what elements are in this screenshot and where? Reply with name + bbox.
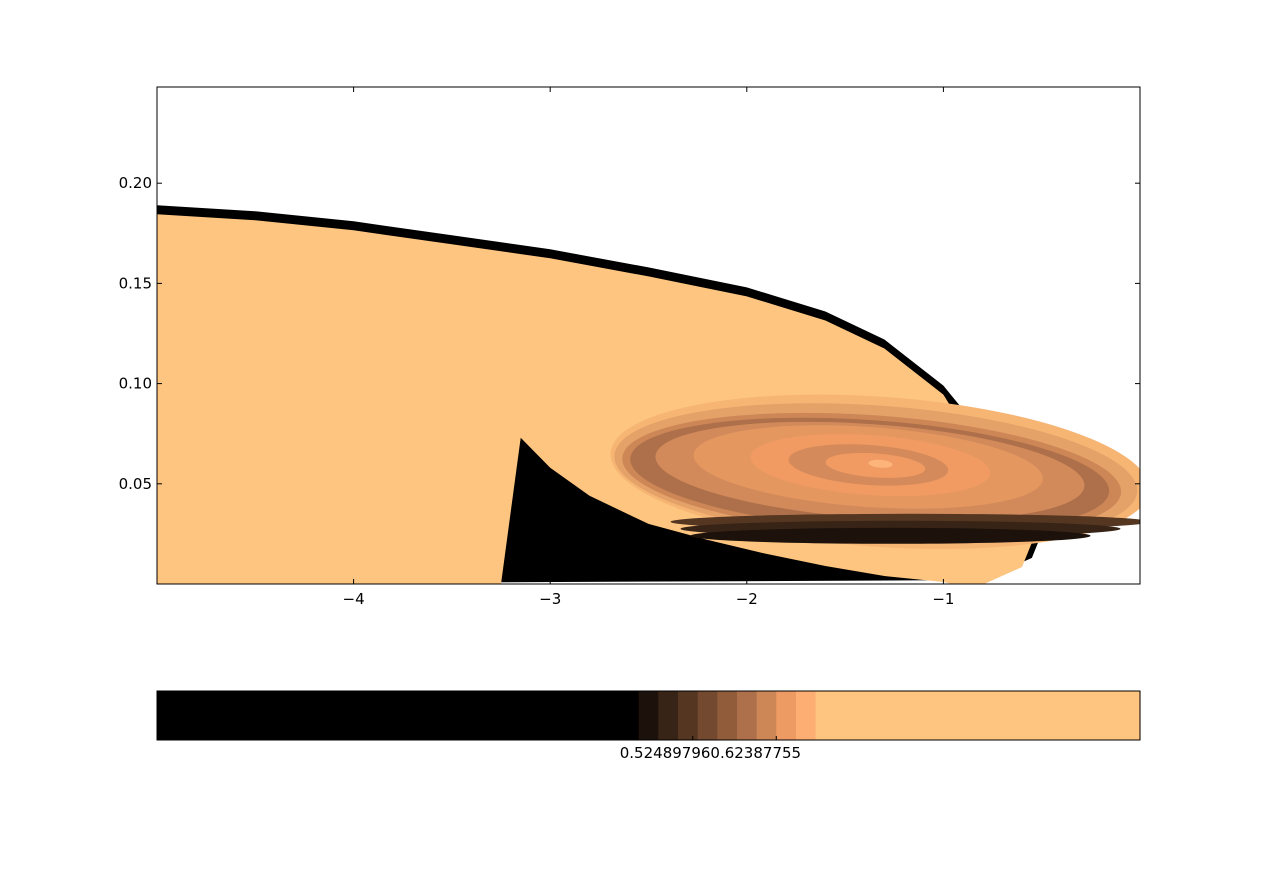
colorbar-band-10 [815, 691, 1141, 740]
colorbar-band-7 [756, 691, 777, 740]
y-tick-label: 0.20 [119, 174, 152, 192]
colorbar-band-1 [638, 691, 659, 740]
x-tick-label: −2 [736, 590, 758, 608]
y-tick-label: 0.10 [119, 375, 152, 393]
colorbar-band-2 [658, 691, 679, 740]
y-tick-label: 0.15 [119, 274, 152, 292]
plot-area [156, 86, 1141, 585]
colorbar: 0.524897960.62387755 [156, 690, 1141, 762]
colorbar-frame [156, 690, 1141, 741]
contour-fills [157, 205, 1140, 584]
colorbar-band-8 [776, 691, 797, 740]
x-tick-label: −4 [343, 590, 365, 608]
axes-frame [156, 86, 1141, 585]
colorbar-band-9 [796, 691, 817, 740]
colorbar-band-4 [697, 691, 718, 740]
vortex-contours [610, 394, 1140, 549]
colorbar-band-6 [737, 691, 758, 740]
y-axis: 0.05 0.10 0.15 0.20 [119, 174, 1140, 493]
contour-left-fill [157, 437, 521, 584]
x-tick-label: −3 [539, 590, 561, 608]
y-tick-label: 0.05 [119, 475, 152, 493]
vortex-dark-stripe-2 [690, 527, 1091, 544]
colorbar-band-3 [678, 691, 699, 740]
x-axis: −4 −3 −2 −1 [343, 87, 954, 608]
x-tick-label: −1 [932, 590, 954, 608]
vortex-band-9 [868, 459, 893, 468]
colorbar-tick-labels: 0.524897960.62387755 [620, 744, 801, 762]
colorbar-band-0 [157, 691, 640, 740]
colorbar-band-5 [717, 691, 738, 740]
